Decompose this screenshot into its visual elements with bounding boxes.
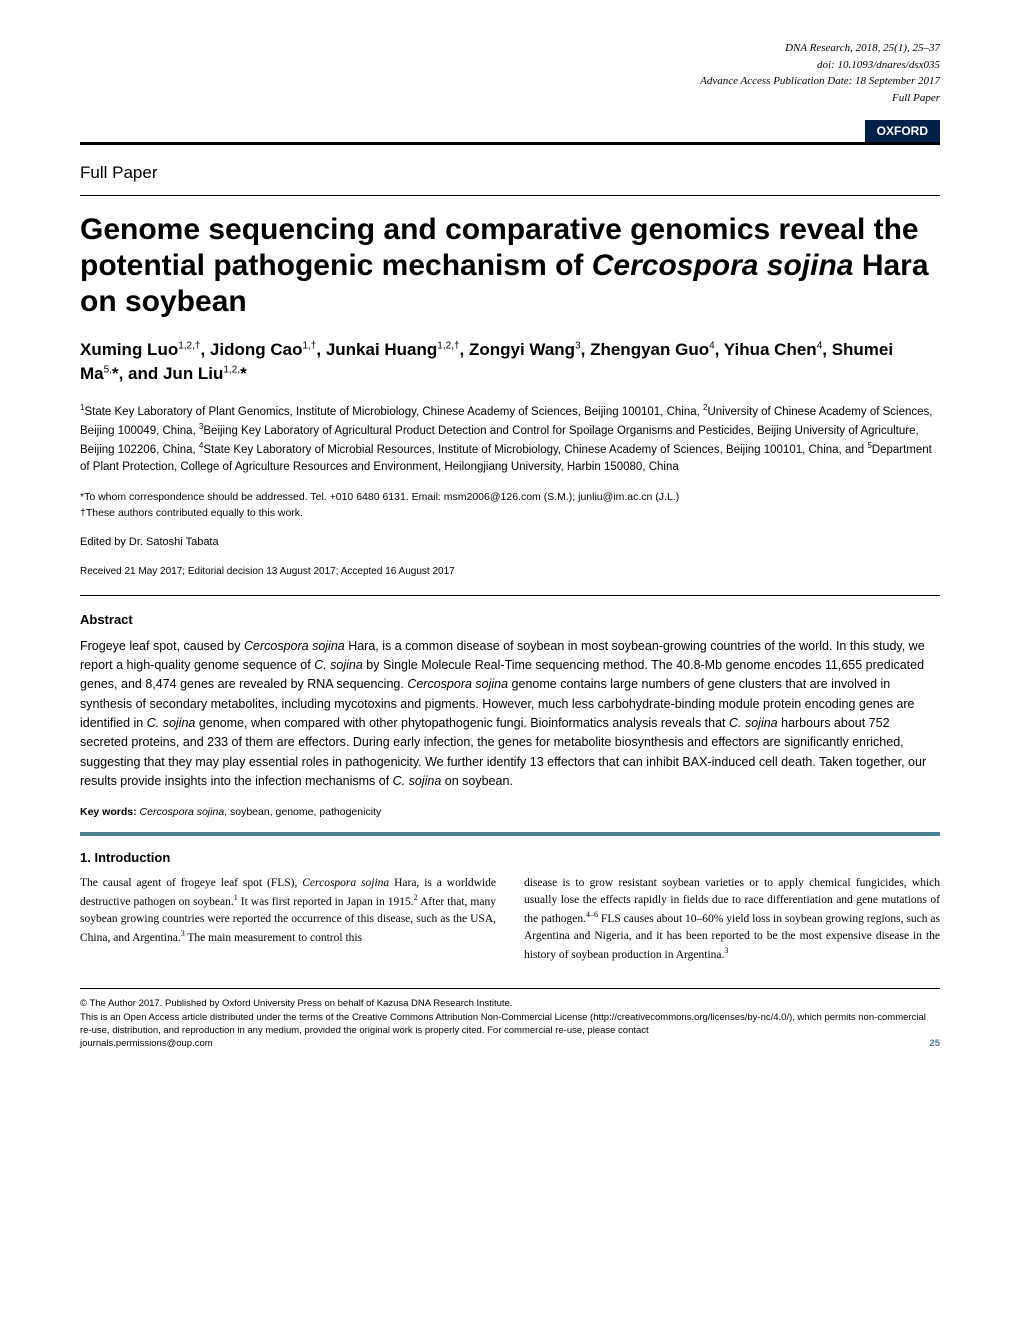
abstract-heading: Abstract bbox=[80, 612, 940, 627]
keywords-text: Cercospora sojina, soybean, genome, path… bbox=[140, 806, 382, 818]
advance-date: Advance Access Publication Date: 18 Sept… bbox=[700, 75, 940, 87]
body-columns: The causal agent of frogeye leaf spot (F… bbox=[80, 875, 940, 965]
publisher-badge: OXFORD bbox=[865, 120, 940, 142]
title-italic: Cercospora sojina bbox=[592, 249, 854, 282]
keywords-block: Key words: Cercospora sojina, soybean, g… bbox=[80, 806, 940, 818]
license-line: This is an Open Access article distribut… bbox=[80, 1011, 940, 1038]
copyright-line: © The Author 2017. Published by Oxford U… bbox=[80, 997, 940, 1010]
page-number: 25 bbox=[929, 1037, 940, 1050]
section-divider bbox=[80, 832, 940, 836]
affiliations: 1State Key Laboratory of Plant Genomics,… bbox=[80, 402, 940, 476]
journal-name: DNA Research bbox=[785, 42, 850, 54]
intro-heading: 1. Introduction bbox=[80, 850, 940, 865]
body-column-left: The causal agent of frogeye leaf spot (F… bbox=[80, 875, 496, 965]
editor-line: Edited by Dr. Satoshi Tabata bbox=[80, 536, 940, 548]
section-label: Full Paper bbox=[80, 163, 940, 183]
abstract-text: Frogeye leaf spot, caused by Cercospora … bbox=[80, 637, 940, 792]
year-volume: 2018, 25(1), 25–37 bbox=[856, 42, 940, 54]
body-column-right: disease is to grow resistant soybean var… bbox=[524, 875, 940, 965]
divider-rule bbox=[80, 595, 940, 596]
author-list: Xuming Luo1,2,†, Jidong Cao1,†, Junkai H… bbox=[80, 338, 940, 386]
article-title: Genome sequencing and comparative genomi… bbox=[80, 212, 940, 320]
keywords-label: Key words: bbox=[80, 806, 137, 818]
divider-rule bbox=[80, 195, 940, 196]
article-type: Full Paper bbox=[892, 92, 940, 104]
divider-rule bbox=[80, 142, 940, 145]
article-dates: Received 21 May 2017; Editorial decision… bbox=[80, 566, 940, 577]
footer-divider bbox=[80, 988, 940, 989]
permissions-email: journals.permissions@oup.com bbox=[80, 1037, 213, 1050]
footer-block: © The Author 2017. Published by Oxford U… bbox=[80, 997, 940, 1050]
header-metadata: DNA Research, 2018, 25(1), 25–37 doi: 10… bbox=[80, 40, 940, 106]
correspondence-text: *To whom correspondence should be addres… bbox=[80, 490, 940, 506]
equal-contribution: †These authors contributed equally to th… bbox=[80, 506, 940, 522]
doi: doi: 10.1093/dnares/dsx035 bbox=[817, 59, 940, 71]
correspondence-block: *To whom correspondence should be addres… bbox=[80, 490, 940, 522]
